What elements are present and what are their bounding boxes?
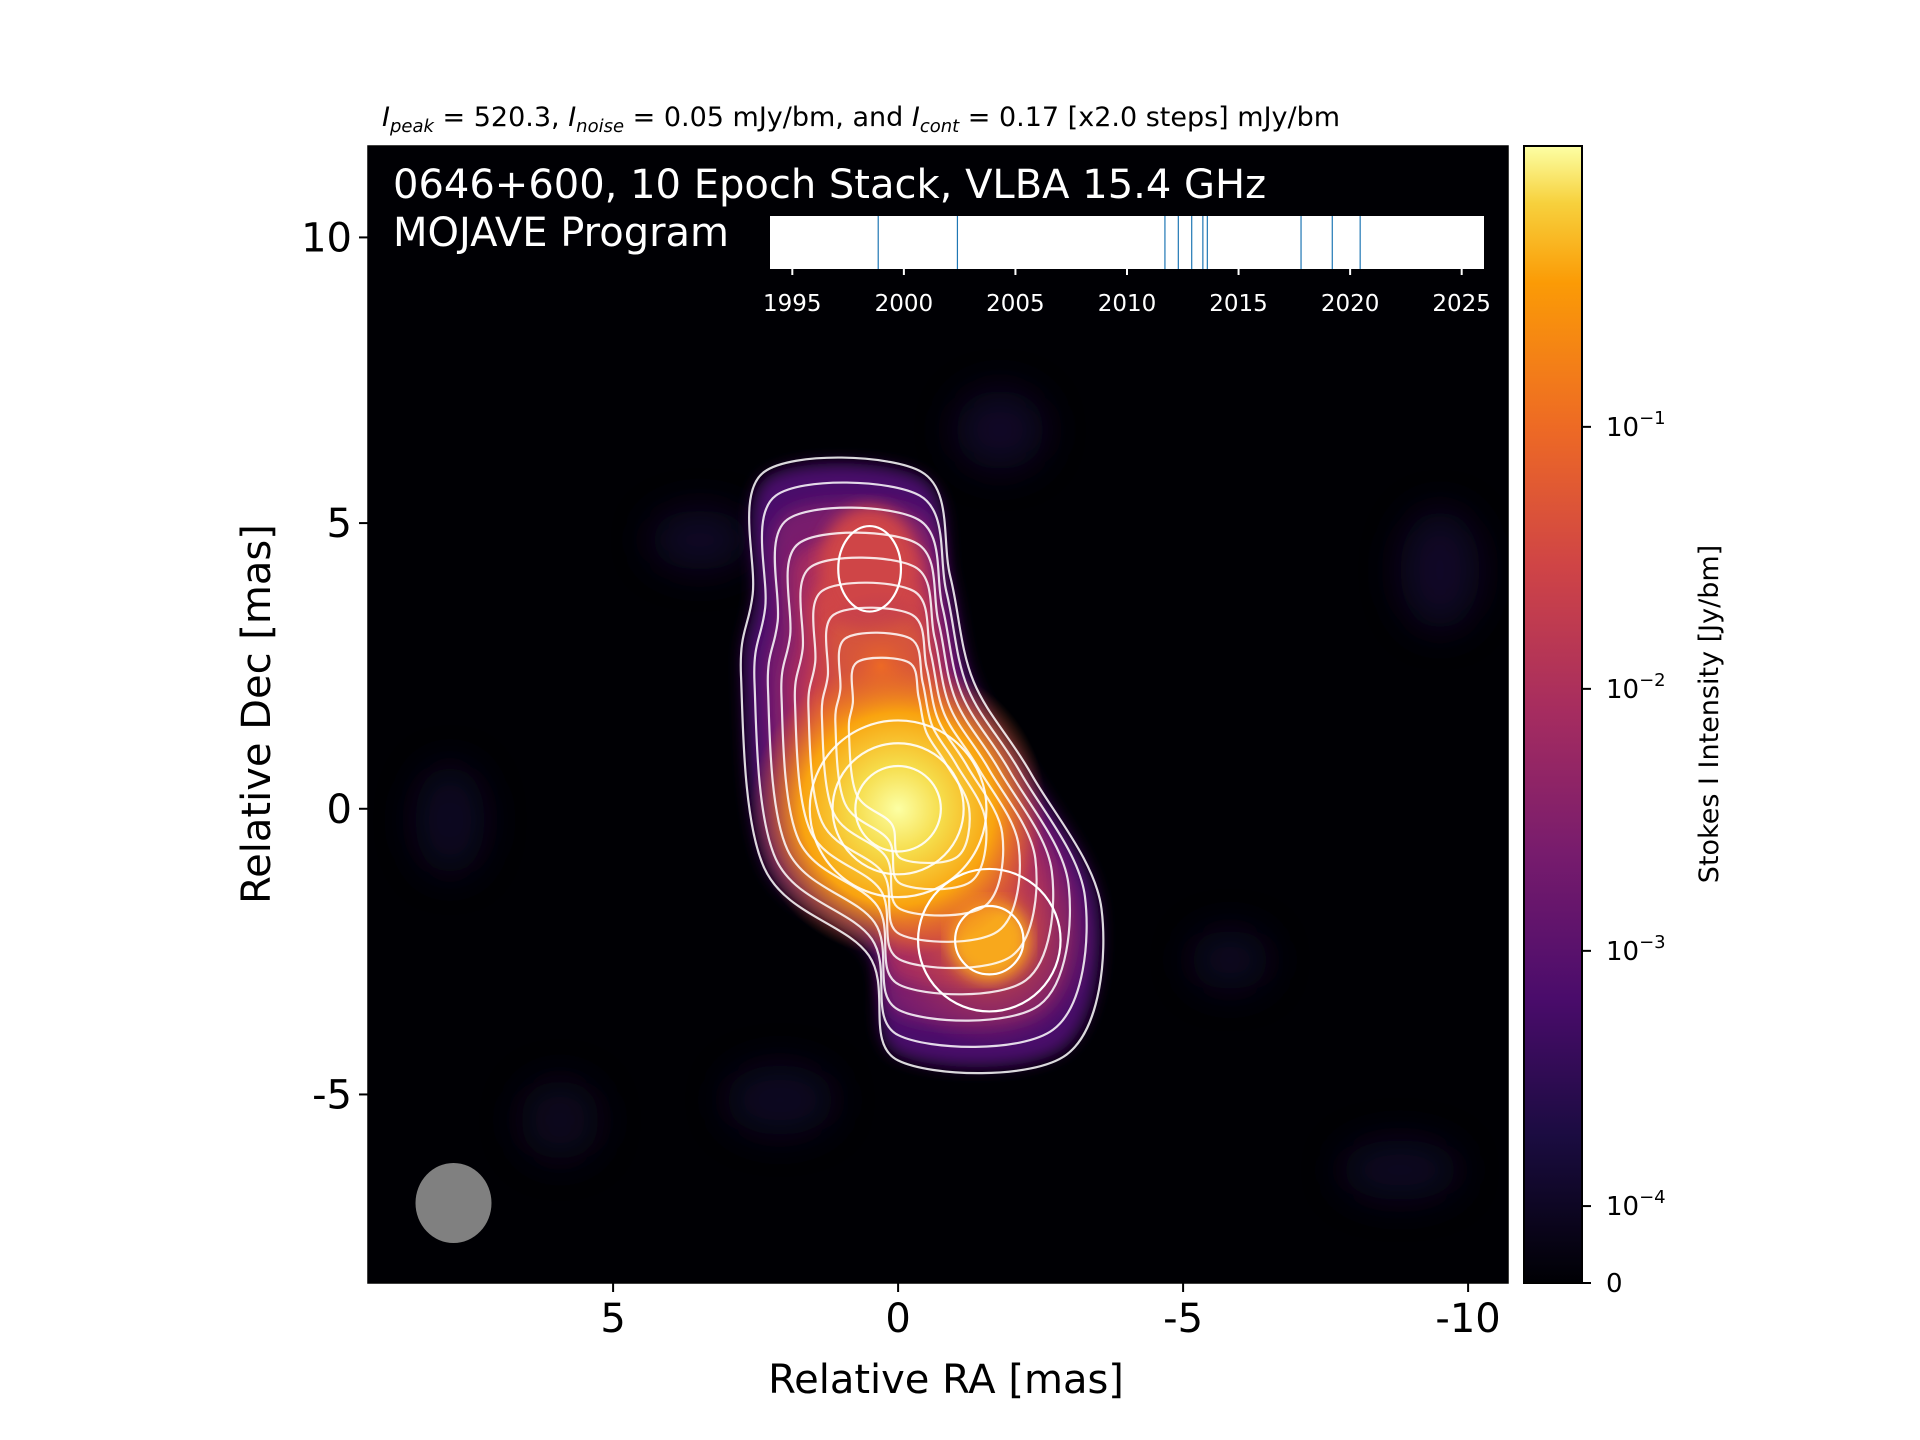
contour-line: [739, 456, 1105, 1075]
colorbar-gradient: [1524, 146, 1582, 1283]
timeline-tick-label: 2020: [1321, 291, 1380, 317]
colorbar-tick-label: 10−1: [1606, 408, 1666, 443]
contour-line: [766, 506, 1071, 1022]
colorbar-frame: [1523, 145, 1583, 1284]
timeline-tick-label: 1995: [763, 291, 822, 317]
contour-line: [753, 481, 1088, 1048]
contour-line: [780, 531, 1055, 996]
contour-line: [847, 656, 971, 865]
x-axis: 5 0 -5 -10: [600, 1283, 1501, 1342]
contour-line: [807, 581, 1021, 943]
timeline-tick-label: 2000: [875, 291, 934, 317]
contour-line: [837, 524, 903, 613]
colorbar-tick-label: 0: [1606, 1269, 1623, 1299]
contour-line: [793, 556, 1038, 970]
contour-line: [916, 867, 1062, 1013]
epoch-timeline: 1995 2000 2005 2010 2015 2020 2025: [763, 216, 1491, 317]
program-label: MOJAVE Program: [393, 210, 729, 256]
y-axis-label: Relative Dec [mas]: [234, 524, 280, 904]
y-axis: 10 5 0 -5: [301, 215, 368, 1118]
figure-header: Ipeak = 520.3, Inoise = 0.05 mJy/bm, and…: [382, 102, 1340, 137]
contour-line: [854, 764, 942, 853]
timeline-tick-label: 2010: [1098, 291, 1157, 317]
colorbar-tick-label: 10−4: [1606, 1187, 1666, 1222]
y-tick-label: 5: [327, 501, 352, 547]
colorbar-ticks: 0 10−4 10−3 10−2 10−1: [1582, 408, 1666, 1299]
contour-line: [831, 742, 965, 876]
x-tick-label: -10: [1435, 1296, 1500, 1342]
contour-line: [808, 719, 988, 899]
y-tick-label: -5: [312, 1072, 352, 1118]
contour-line: [834, 631, 988, 891]
noise-patches: [415, 390, 1480, 1200]
contour-line: [953, 904, 1025, 976]
contours: [739, 456, 1105, 1075]
colorbar-label: Stokes I Intensity [Jy/bm]: [1694, 545, 1725, 883]
colorbar: 0 10−4 10−3 10−2 10−1 Stokes I Intensity [Jy…: [1523, 145, 1725, 1299]
x-axis-label: Relative RA [mas]: [768, 1357, 1124, 1403]
colorbar-tick-label: 10−2: [1606, 670, 1666, 705]
image-frame: [367, 145, 1509, 1284]
y-tick-label: 10: [301, 215, 352, 261]
timeline-tick-label: 2005: [986, 291, 1045, 317]
core: [749, 660, 1047, 957]
x-tick-label: 0: [885, 1296, 910, 1342]
colorbar-tick-label: 10−3: [1606, 932, 1666, 967]
beam-ellipse: [415, 1163, 492, 1244]
image-panel: 5 0 -5 -10 10 5 0 -5 0646+600, 10 Epoch Stack,…: [301, 145, 1509, 1342]
x-tick-label: -5: [1163, 1296, 1203, 1342]
timeline-axis: 1995 2000 2005 2010 2015 2020 2025: [763, 269, 1491, 317]
x-tick-label: 5: [600, 1296, 625, 1342]
y-tick-label: 0: [327, 787, 352, 833]
source-title: 0646+600, 10 Epoch Stack, VLBA 15.4 GHz: [393, 162, 1266, 208]
epoch-lines: [877, 216, 1361, 269]
timeline-box: [770, 216, 1484, 269]
timeline-tick-label: 2025: [1432, 291, 1491, 317]
timeline-tick-label: 2015: [1209, 291, 1268, 317]
